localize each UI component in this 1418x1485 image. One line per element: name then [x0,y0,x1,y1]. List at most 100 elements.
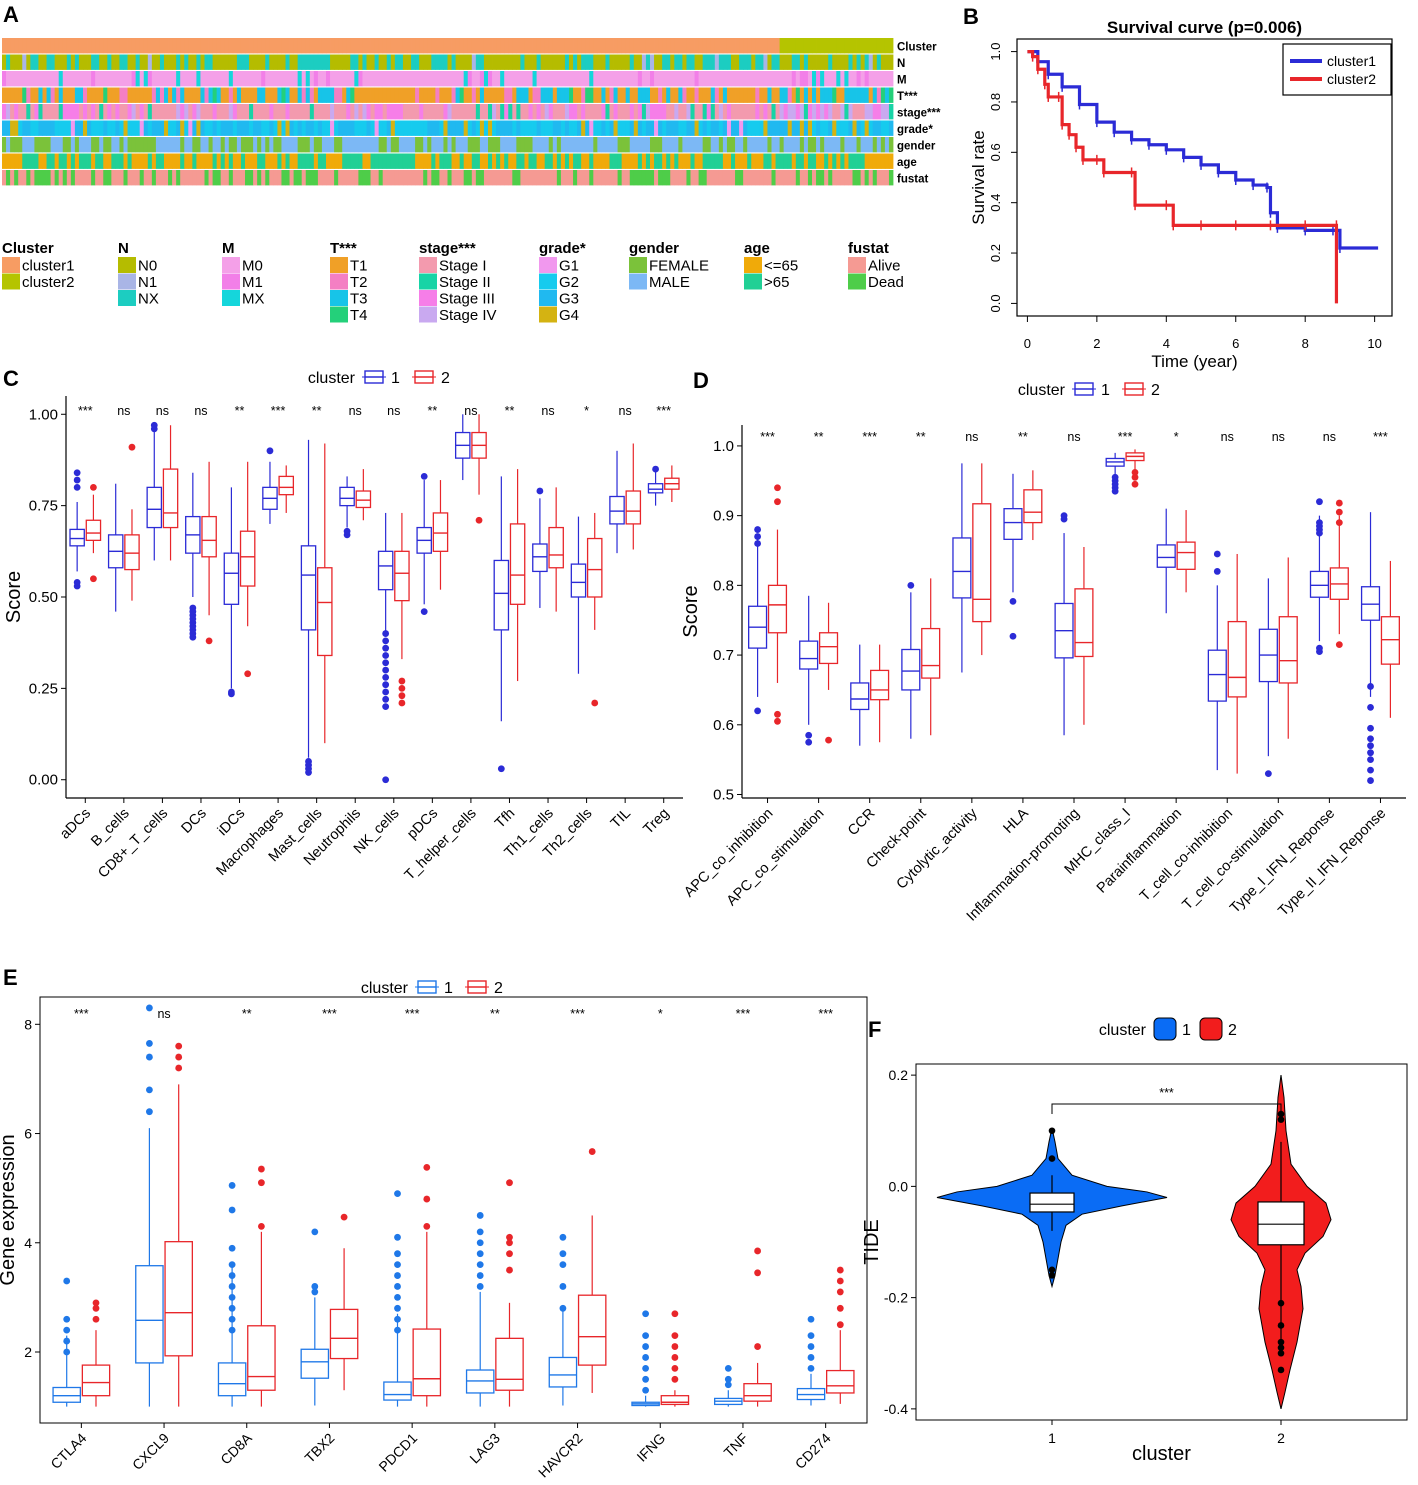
heatmap-cell [832,170,837,186]
heatmap-cell [2,87,7,103]
heatmap-cell [747,120,752,136]
heatmap-cell [111,137,116,153]
heatmap-cell [560,71,566,87]
heatmap-cell [528,137,533,153]
heatmap-cell [407,54,412,70]
heatmap-cell [184,38,189,54]
heatmap-cell [139,104,145,120]
heatmap-row-stage [2,104,894,120]
significance-label: *** [1159,1086,1174,1100]
heatmap-cell [512,71,517,87]
heatmap-cell [868,38,874,54]
heatmap-cell [407,137,412,153]
outlier-point [398,684,406,692]
heatmap-cell [593,170,598,186]
heatmap-cell [686,87,691,103]
legend-swatch-stage-i [419,257,437,273]
heatmap-cell [293,71,299,87]
heatmap-cell [625,38,631,54]
heatmap-cell [860,38,866,54]
heatmap-cell [662,104,667,120]
heatmap-cell [30,104,35,120]
x-tick-label-apc-co-inhibition: APC_co_inhibition [681,806,776,901]
heatmap-cell [151,170,157,186]
outlier-point [146,1004,153,1012]
heatmap-cell [95,38,100,54]
heatmap-cell [504,170,509,186]
heatmap-cell [313,170,319,186]
heatmap-row-t [2,87,894,103]
heatmap-cell [151,104,157,120]
heatmap-cell [767,153,772,169]
heatmap-cell [240,54,246,70]
chart-title: Survival curve (p=0.006) [1107,18,1302,37]
heatmap-cell [479,137,485,153]
heatmap-cell [370,71,375,87]
heatmap-cell [743,71,748,87]
x-tick-label-lag3: LAG3 [466,1430,503,1467]
heatmap-cell [637,38,643,54]
outlier-point [394,1326,401,1334]
heatmap-cell [305,104,311,120]
heatmap-cell [309,71,315,87]
heatmap-cell [483,38,489,54]
heatmap-cell [884,54,890,70]
heatmap-cell [471,120,477,136]
heatmap-cell [686,71,691,87]
heatmap-cell [253,87,258,103]
heatmap-cell [888,120,894,136]
heatmap-cell [305,54,311,70]
heatmap-cell [261,170,266,186]
heatmap-cell [479,120,485,136]
heatmap-cell [176,137,181,153]
heatmap-cell [520,137,525,153]
heatmap-cell [690,120,695,136]
heatmap-cell [463,120,469,136]
heatmap-cell [747,153,752,169]
heatmap-cell [14,71,19,87]
heatmap-cell [107,87,112,103]
heatmap-cell [714,104,720,120]
heatmap-cell [184,120,189,136]
heatmap-cell [836,38,841,54]
heatmap-cell [216,54,222,70]
heatmap-cell [816,120,821,136]
heatmap-cell [54,38,60,54]
box-iqr [1278,616,1298,684]
heatmap-cell [767,137,772,153]
heatmap-cell [62,104,68,120]
heatmap-cell [524,71,529,87]
heatmap-cell [459,54,465,70]
heatmap-cell [443,137,448,153]
heatmap-cell [455,153,461,169]
y-tick-label: 8 [24,1016,32,1032]
heatmap-cell [427,153,432,169]
significance-label: ns [117,404,130,418]
outlier-point [642,1310,650,1318]
heatmap-cell [297,120,303,136]
heatmap-cell [342,120,347,136]
heatmap-cell [670,71,675,87]
heatmap-cell [139,137,145,153]
heatmap-cell [204,54,209,70]
heatmap-row-label: grade* [897,124,933,136]
heatmap-cell [710,104,716,120]
heatmap-cell [706,38,712,54]
heatmap-cell [321,104,327,120]
heatmap-cell [83,153,88,169]
outlier-point [671,1354,679,1361]
heatmap-cell [309,54,315,70]
heatmap-cell [402,87,408,103]
heatmap-cell [492,38,497,54]
heatmap-cell [370,137,375,153]
heatmap-cell [257,137,262,153]
legend-swatch-alive [848,257,866,273]
heatmap-cell [625,153,631,169]
heatmap-cell [261,87,266,103]
heatmap-cell [423,104,428,120]
legend-title: cluster [1099,1022,1147,1039]
heatmap-cell [637,54,643,70]
heatmap-cell [812,120,817,136]
heatmap-cell [820,71,825,87]
heatmap-cell [605,71,610,87]
